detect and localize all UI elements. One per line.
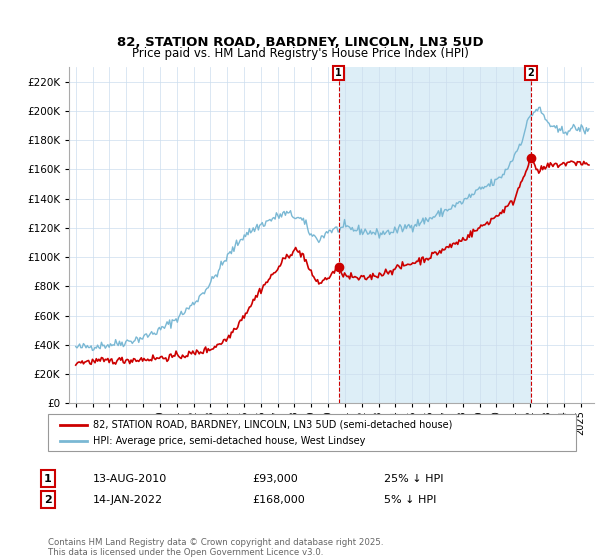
Text: £168,000: £168,000 [252, 494, 305, 505]
Text: 2: 2 [44, 494, 52, 505]
Text: 82, STATION ROAD, BARDNEY, LINCOLN, LN3 5UD: 82, STATION ROAD, BARDNEY, LINCOLN, LN3 … [116, 35, 484, 49]
Text: Price paid vs. HM Land Registry's House Price Index (HPI): Price paid vs. HM Land Registry's House … [131, 46, 469, 60]
Text: 14-JAN-2022: 14-JAN-2022 [93, 494, 163, 505]
Text: 82, STATION ROAD, BARDNEY, LINCOLN, LN3 5UD (semi-detached house): 82, STATION ROAD, BARDNEY, LINCOLN, LN3 … [93, 419, 452, 430]
Text: 2: 2 [527, 68, 534, 78]
Text: 1: 1 [335, 68, 342, 78]
Text: 25% ↓ HPI: 25% ↓ HPI [384, 474, 443, 484]
Text: HPI: Average price, semi-detached house, West Lindsey: HPI: Average price, semi-detached house,… [93, 436, 365, 446]
Text: 13-AUG-2010: 13-AUG-2010 [93, 474, 167, 484]
Text: 5% ↓ HPI: 5% ↓ HPI [384, 494, 436, 505]
Text: Contains HM Land Registry data © Crown copyright and database right 2025.
This d: Contains HM Land Registry data © Crown c… [48, 538, 383, 557]
Text: 1: 1 [44, 474, 52, 484]
Bar [338, 67, 531, 403]
Text: £93,000: £93,000 [252, 474, 298, 484]
